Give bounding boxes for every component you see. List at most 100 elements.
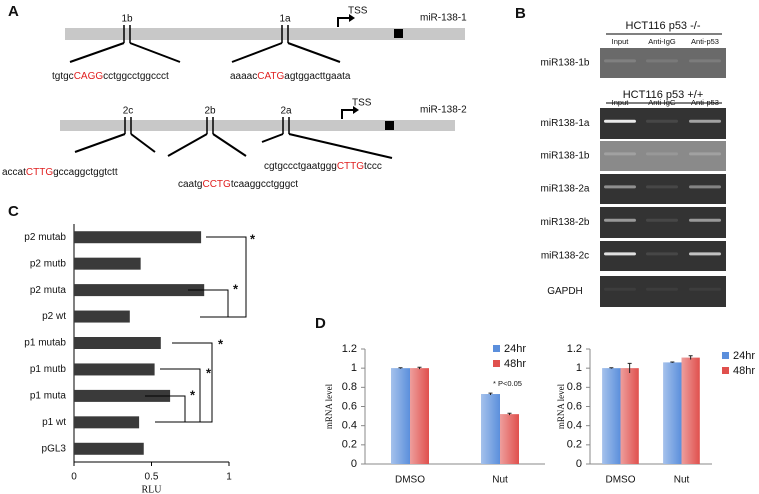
panel-b: B HCT116 p53 -/- Input Anti-IgG Anti-p53 miR1… <box>515 5 726 307</box>
mirna-label: miR-138-1 <box>420 13 467 24</box>
sequence: aaaacCATGagtggacttgaata <box>230 71 351 82</box>
y-tick-label: p1 mutab <box>24 338 66 349</box>
sequence: caatgCCTGtcaaggcctgggct <box>178 179 298 190</box>
site-label: 1a <box>279 14 291 25</box>
x-tick-label: 1 <box>226 472 232 483</box>
significance-star: * <box>218 336 224 351</box>
gel-band <box>646 152 678 156</box>
y-tick-label: pGL3 <box>42 443 67 454</box>
fan-line <box>69 42 125 63</box>
gel-band <box>646 218 678 222</box>
error-bar <box>688 355 693 360</box>
lane-label: Anti-p53 <box>691 98 719 107</box>
y-tick-label: 0 <box>576 458 582 470</box>
site-label: 2b <box>204 106 216 117</box>
gel <box>600 141 726 171</box>
sequence-part: caatg <box>178 179 202 190</box>
mirna-box <box>385 121 394 130</box>
gel-band <box>604 59 636 63</box>
error-bar <box>398 367 403 369</box>
bar-shine <box>620 368 639 464</box>
gel-band <box>689 152 721 156</box>
y-tick-label: 0.4 <box>342 420 357 432</box>
sequence: accatCTTGgccaggctggtctt <box>2 167 118 178</box>
fan-line <box>261 133 284 143</box>
annotation: * P<0.05 <box>493 379 522 388</box>
lane-label: Anti-IgG <box>648 98 676 107</box>
gel-band <box>689 59 721 63</box>
y-axis-label: mRNA level <box>556 383 566 429</box>
panel-a: A TSS miR-138-1 1b tgtgcCAGGcctggcctggccct 1a… <box>2 3 467 190</box>
y-tick-label: 0.4 <box>567 420 582 432</box>
bar-shine <box>391 368 410 464</box>
y-tick-label: 1 <box>351 362 357 374</box>
bar <box>74 284 205 297</box>
sequence-part: tccc <box>364 161 382 172</box>
fan-line <box>212 133 247 157</box>
tss-arrowhead <box>353 106 359 114</box>
y-tick-label: p1 mutb <box>30 364 67 375</box>
panel-label: A <box>8 3 19 20</box>
mirna-label: miR-138-2 <box>420 105 467 116</box>
gel-band <box>689 119 721 123</box>
y-tick-label: 1 <box>576 362 582 374</box>
lane-label: Input <box>612 37 630 46</box>
tss-label: TSS <box>352 98 372 109</box>
gel-band <box>689 218 721 222</box>
sequence-part: CATG <box>257 71 284 82</box>
site-label: 1b <box>121 14 133 25</box>
gel-band <box>604 252 636 256</box>
bar-shine <box>410 368 429 464</box>
gel <box>600 241 726 271</box>
lane-label: Anti-IgG <box>648 37 676 46</box>
lane-label: Anti-p53 <box>691 37 719 46</box>
row-label: miR138-2c <box>541 251 589 262</box>
gel <box>600 207 726 238</box>
sequence-part: accat <box>2 167 26 178</box>
gel-band <box>604 152 636 156</box>
fan-line <box>74 133 126 153</box>
x-tick-label: 0 <box>71 472 77 483</box>
sequence-part: cctggcctggccct <box>103 71 169 82</box>
y-tick-label: p1 wt <box>42 417 66 428</box>
error-bar <box>627 362 632 373</box>
bar <box>74 231 202 244</box>
significance-bracket <box>145 395 186 423</box>
tss-arrow <box>341 109 354 119</box>
legend-label: 24hr <box>733 350 755 362</box>
y-tick-label: p2 wt <box>42 311 66 322</box>
sequence: tgtgcCAGGcctggcctggccct <box>52 71 169 82</box>
gel-band <box>646 185 678 189</box>
gel-band <box>689 287 721 291</box>
x-axis-label: RLU <box>142 484 163 494</box>
tss-arrow <box>337 17 350 27</box>
bar-shine <box>481 394 500 464</box>
row-label: miR138-1b <box>541 58 590 69</box>
bar-shine <box>663 362 682 464</box>
bar <box>74 389 171 402</box>
gel-band <box>604 119 636 123</box>
group-title: HCT116 p53 +/+ <box>623 89 704 101</box>
gel-band <box>604 218 636 222</box>
y-tick-label: p2 mutb <box>30 258 67 269</box>
gene-bar <box>60 120 455 131</box>
bar <box>74 257 141 270</box>
x-tick-label: 0.5 <box>145 472 159 483</box>
x-tick-label: Nut <box>674 475 690 486</box>
panel-label: B <box>515 5 526 22</box>
row-label: GAPDH <box>547 286 583 297</box>
error-bar <box>417 366 422 370</box>
significance-star: * <box>250 231 256 246</box>
y-tick-label: p2 mutab <box>24 232 66 243</box>
significance-bracket <box>200 236 247 318</box>
significance-bracket <box>155 342 213 423</box>
panel-label: D <box>315 315 326 332</box>
error-bar <box>670 361 675 363</box>
bar-shine <box>602 368 621 464</box>
y-tick-label: 0.2 <box>342 439 357 451</box>
sequence-part: CTTG <box>26 167 53 178</box>
y-tick-label: 0.6 <box>342 400 357 412</box>
bar-shine <box>681 357 700 464</box>
charts: C 0 0.5 1 RLU p2 mutab p2 mutb p2 muta p2 wt p1 m… <box>8 203 755 494</box>
